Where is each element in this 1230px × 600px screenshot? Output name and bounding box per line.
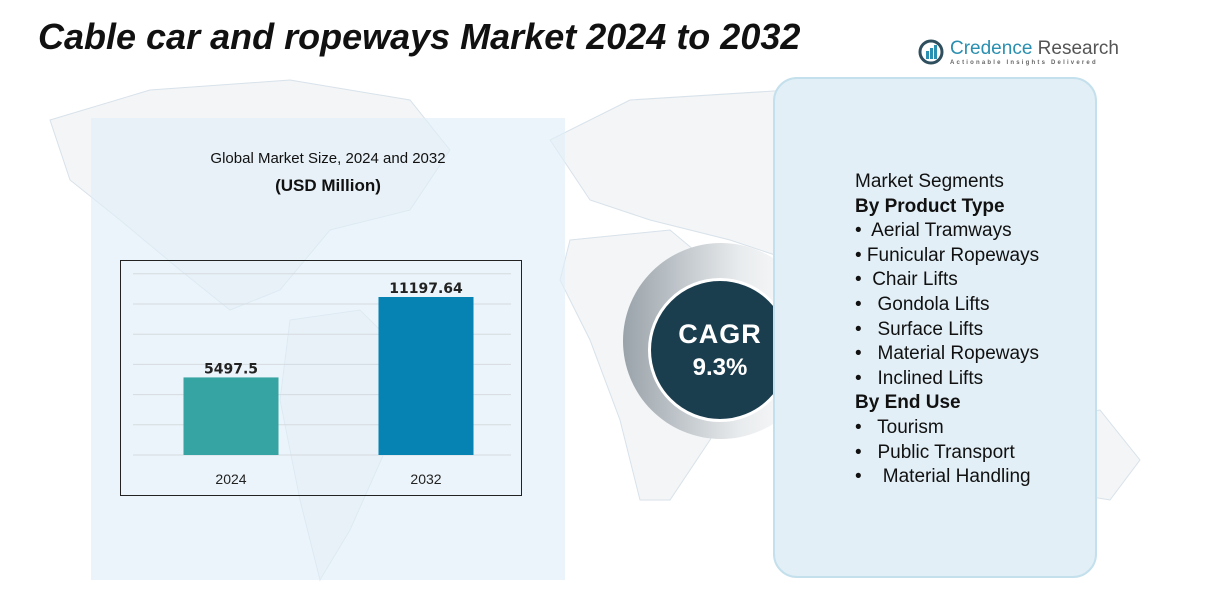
logo-chart-icon <box>918 39 944 65</box>
credence-research-logo: Credence Research Actionable Insights De… <box>918 38 1119 66</box>
data-label: 11197.64 <box>389 281 463 297</box>
segment-item: • Chair Lifts <box>855 269 958 291</box>
segment-group-title: By Product Type <box>855 195 1005 217</box>
segment-item: • Public Transport <box>855 441 1015 463</box>
logo-tagline: Actionable Insights Delivered <box>950 60 1098 66</box>
segments-heading: Market Segments <box>855 171 1004 192</box>
market-segments-list: Market Segments By Product Type • Aerial … <box>855 170 1039 490</box>
cagr-value: 9.3% <box>692 354 748 381</box>
cagr-badge: CAGR 9.3% <box>648 278 792 422</box>
segment-item: • Surface Lifts <box>855 318 984 340</box>
bar-2024 <box>183 377 279 455</box>
segment-item: • Material Handling <box>855 466 1031 488</box>
segment-item: • Material Ropeways <box>855 343 1040 365</box>
bar-2032 <box>378 297 474 455</box>
chart-frame: 5497.5 2024 11197.64 2032 <box>120 260 522 496</box>
segment-item: • Tourism <box>855 416 944 438</box>
cagr-label: CAGR <box>678 319 762 349</box>
segments-panel <box>773 77 1097 578</box>
logo-name: Credence Research <box>950 38 1119 59</box>
x-tick-label: 2024 <box>215 471 246 487</box>
segment-item: • Funicular Ropeways <box>855 244 1040 266</box>
segment-item: • Inclined Lifts <box>855 367 984 389</box>
segment-item: • Aerial Tramways <box>855 220 1012 242</box>
x-tick-label: 2032 <box>410 471 441 487</box>
chart-panel <box>91 118 565 580</box>
page-title: Cable car and ropeways Market 2024 to 20… <box>38 16 801 57</box>
segment-group-title: By End Use <box>855 392 961 414</box>
data-label: 5497.5 <box>204 361 258 377</box>
bar-chart: 5497.5 2024 11197.64 2032 <box>133 273 511 487</box>
segment-item: • Gondola Lifts <box>855 293 990 315</box>
chart-subtitle: (USD Million) <box>275 176 381 195</box>
chart-title: Global Market Size, 2024 and 2032 <box>210 150 446 167</box>
